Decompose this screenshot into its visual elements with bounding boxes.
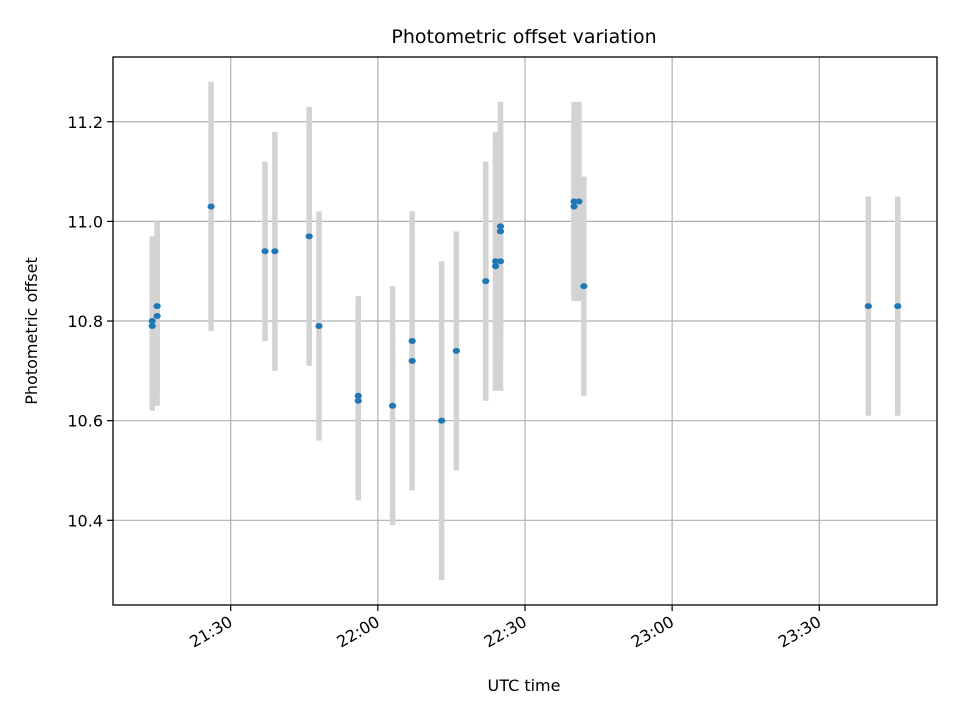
data-point [894, 303, 902, 310]
data-point [580, 283, 588, 290]
y-tick-label: 11.2 [67, 113, 103, 132]
data-point [496, 258, 505, 265]
x-tick-label: 23:00 [628, 612, 677, 652]
x-axis-ticks: 21:30 22:00 22:30 23:00 23:30 [186, 605, 824, 652]
data-point [864, 303, 872, 310]
chart-title: Photometric offset variation [391, 26, 656, 48]
x-tick-label: 23:30 [775, 612, 824, 652]
data-point [153, 303, 161, 310]
data-point [207, 203, 215, 210]
data-point [315, 323, 323, 330]
data-point [408, 357, 416, 364]
y-axis-ticks: 10.4 10.6 10.8 11.0 11.2 [67, 113, 113, 530]
data-point [438, 417, 446, 424]
data-point [354, 392, 362, 399]
data-point [148, 318, 156, 325]
x-tick-label: 22:30 [481, 612, 530, 652]
y-tick-label: 11.0 [67, 212, 103, 231]
x-tick-label: 22:00 [333, 612, 382, 652]
data-point [482, 278, 490, 285]
y-axis-label: Photometric offset [22, 257, 41, 405]
data-point [148, 323, 156, 330]
y-tick-label: 10.8 [67, 312, 103, 331]
y-tick-label: 10.4 [67, 511, 103, 530]
data-point [496, 223, 505, 230]
data-point [261, 248, 269, 255]
data-point [408, 337, 416, 344]
data-point [452, 347, 460, 354]
data-point [575, 198, 583, 205]
grid [113, 57, 937, 605]
x-tick-label: 21:30 [186, 612, 235, 652]
x-axis-label: UTC time [488, 676, 561, 695]
data-point [388, 402, 397, 409]
data-point [153, 313, 161, 320]
data-point [305, 233, 313, 240]
data-point [491, 263, 500, 270]
data-point [496, 228, 505, 235]
data-points [148, 198, 902, 424]
data-point [570, 203, 578, 210]
y-tick-label: 10.6 [67, 412, 103, 431]
data-point [354, 397, 362, 404]
data-point [271, 248, 279, 255]
